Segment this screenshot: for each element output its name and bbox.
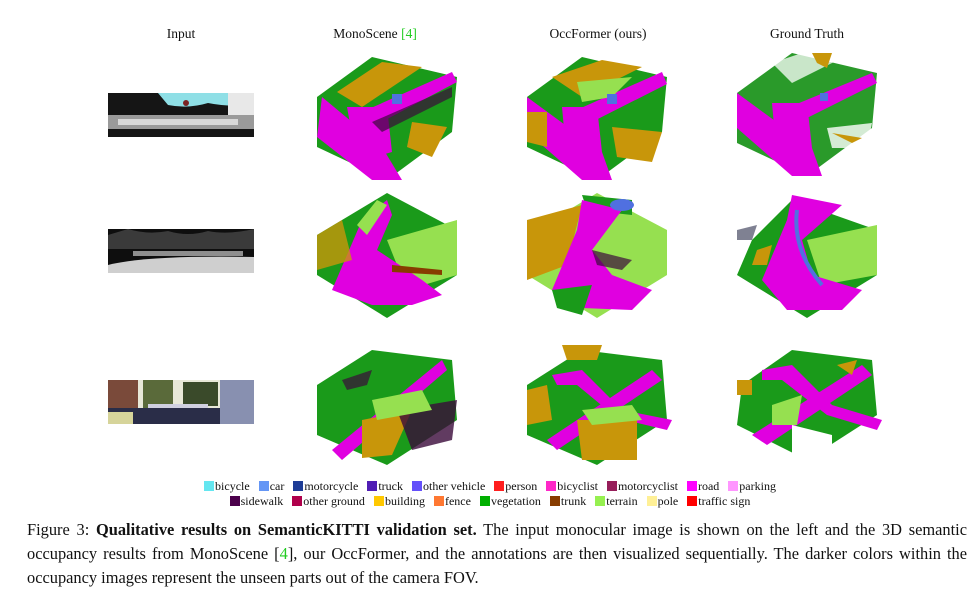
legend-item-bicycle: bicycle <box>204 479 250 494</box>
legend-item-terrain: terrain <box>595 494 638 509</box>
swatch-icon <box>728 481 739 491</box>
occupancy-occformer-row-2 <box>522 190 672 320</box>
legend-item-bicyclist: bicyclist <box>546 479 598 494</box>
swatch-icon <box>479 496 490 506</box>
swatch-icon <box>546 481 557 491</box>
legend-item-other-vehicle: other vehicle <box>411 479 485 494</box>
citation-link[interactable]: [4] <box>401 26 417 41</box>
swatch-icon <box>367 481 378 491</box>
input-image-row-3 <box>108 380 254 424</box>
caption-text: The input monocular image is shown on th… <box>27 520 967 563</box>
swatch-icon <box>494 481 505 491</box>
legend-item-truck: truck <box>367 479 403 494</box>
column-label: Ground Truth <box>770 26 844 41</box>
legend-item-other-ground: other ground <box>292 494 365 509</box>
swatch-icon <box>595 496 606 506</box>
swatch-icon <box>229 496 240 506</box>
caption-text: ], our OccFormer, and the annotations ar… <box>27 544 967 587</box>
legend-item-motorcyclist: motorcyclist <box>606 479 678 494</box>
column-label: OccFormer (ours) <box>549 26 647 41</box>
swatch-icon <box>373 496 384 506</box>
occupancy-monoscene-row-3 <box>312 340 462 470</box>
input-image-row-2 <box>108 229 254 273</box>
swatch-icon <box>258 481 269 491</box>
legend-item-trunk: trunk <box>549 494 586 509</box>
legend-item-motorcycle: motorcycle <box>293 479 358 494</box>
swatch-icon <box>687 496 698 506</box>
swatch-icon <box>204 481 215 491</box>
swatch-icon <box>549 496 560 506</box>
occupancy-monoscene-row-1 <box>312 52 462 182</box>
legend-item-road: road <box>686 479 719 494</box>
occupancy-ground-truth-row-2 <box>732 190 882 320</box>
legend-item-pole: pole <box>646 494 678 509</box>
caption-bold-title: Qualitative results on SemanticKITTI val… <box>95 520 477 539</box>
swatch-icon <box>606 481 617 491</box>
occupancy-monoscene-row-2 <box>312 190 462 320</box>
column-header-monoscene: MonoScene [4] <box>275 26 475 42</box>
citation-link[interactable]: 4 <box>279 544 288 563</box>
occupancy-occformer-row-3 <box>522 340 672 470</box>
legend-item-fence: fence <box>433 494 471 509</box>
legend-item-traffic-sign: traffic sign <box>687 494 750 509</box>
swatch-icon <box>433 496 444 506</box>
occupancy-ground-truth-row-3 <box>732 335 882 465</box>
column-label: MonoScene <box>333 26 398 41</box>
swatch-icon <box>293 481 304 491</box>
legend-row-1: bicycle car motorcycle truck other vehic… <box>0 479 980 494</box>
caption-prefix: Figure 3: <box>27 520 96 539</box>
legend-row-2: sidewalk other ground building fence veg… <box>0 494 980 509</box>
legend-item-parking: parking <box>728 479 776 494</box>
column-header-occformer: OccFormer (ours) <box>498 26 698 42</box>
column-header-input: Input <box>81 26 281 42</box>
legend-item-sidewalk: sidewalk <box>229 494 283 509</box>
swatch-icon <box>646 496 657 506</box>
figure-caption: Figure 3: Qualitative results on Semanti… <box>27 518 967 590</box>
swatch-icon <box>686 481 697 491</box>
occupancy-occformer-row-1 <box>522 52 672 182</box>
swatch-icon <box>411 481 422 491</box>
column-label: Input <box>166 26 196 41</box>
legend-item-vegetation: vegetation <box>479 494 541 509</box>
legend-item-building: building <box>373 494 425 509</box>
column-header-ground-truth: Ground Truth <box>707 26 907 42</box>
legend-item-person: person <box>494 479 537 494</box>
input-image-row-1 <box>108 93 254 137</box>
occupancy-ground-truth-row-1 <box>732 48 882 178</box>
swatch-icon <box>292 496 303 506</box>
legend-item-car: car <box>258 479 284 494</box>
